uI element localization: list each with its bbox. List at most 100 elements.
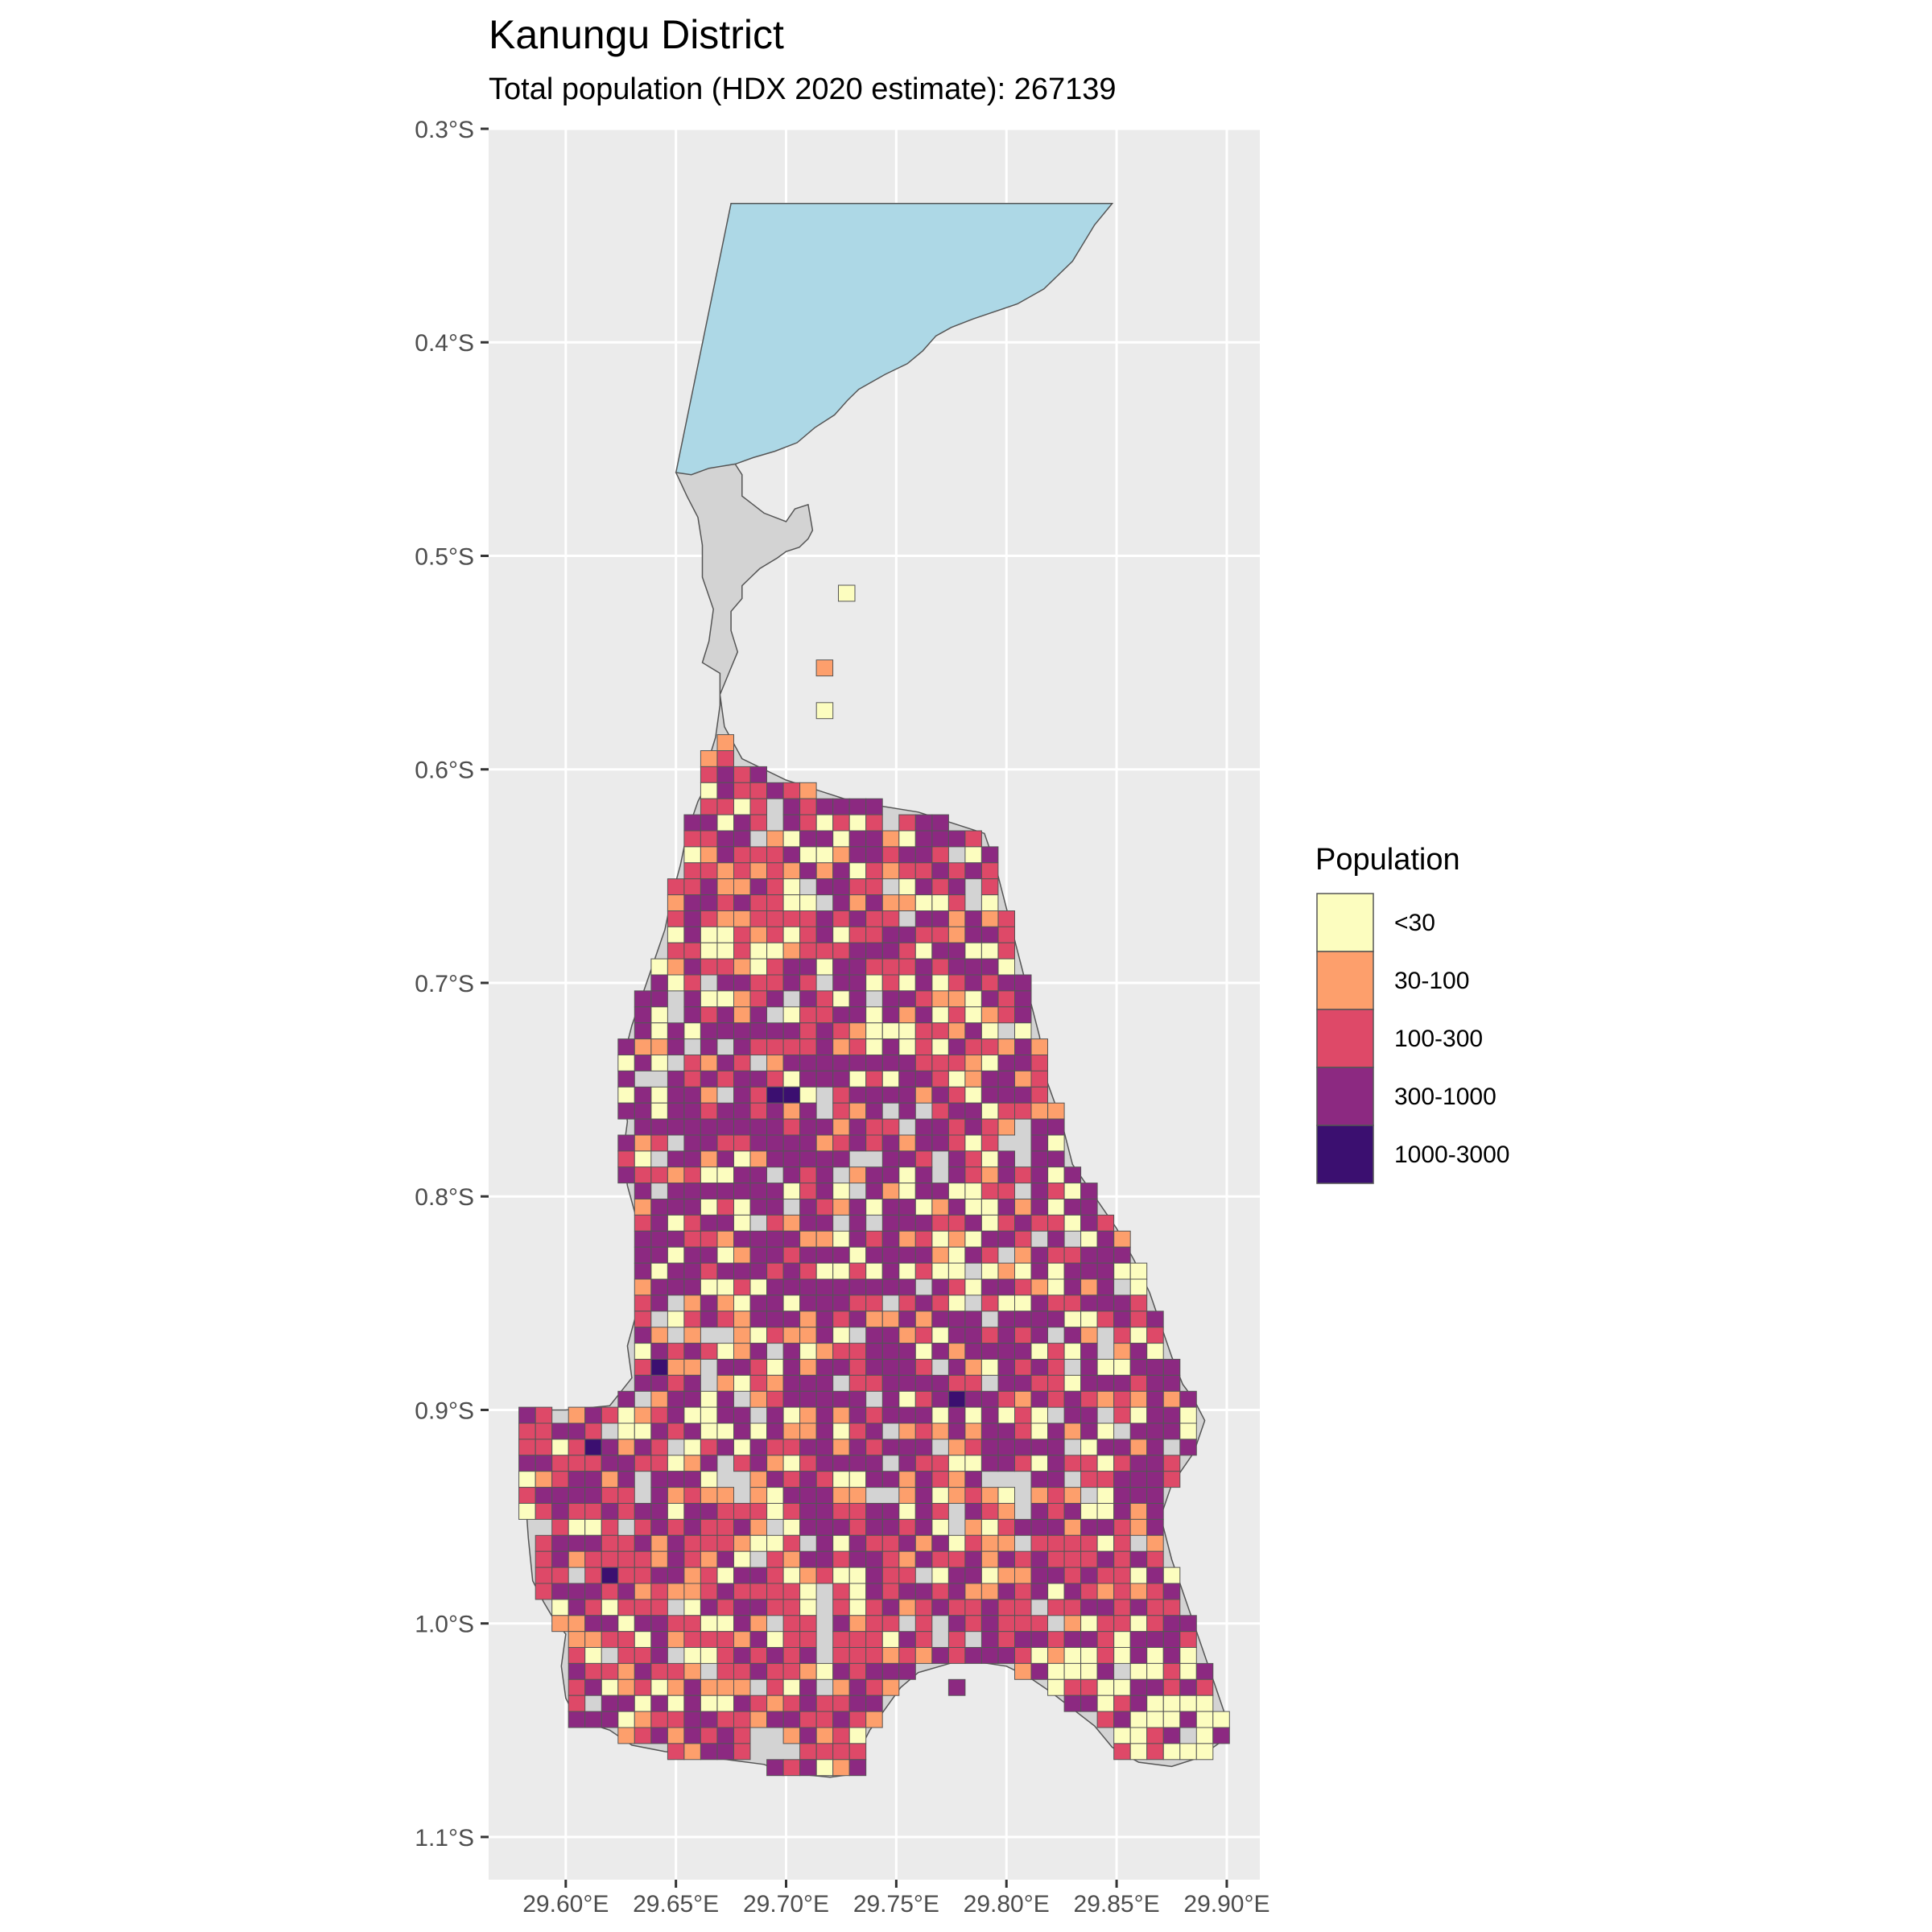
population-cell xyxy=(700,1583,718,1600)
population-cell xyxy=(733,1134,751,1152)
population-cell xyxy=(931,1230,949,1248)
population-cell xyxy=(716,1631,734,1649)
population-cell xyxy=(700,1214,718,1232)
population-cell xyxy=(881,1662,900,1680)
population-cell xyxy=(782,1455,801,1472)
population-cell xyxy=(848,1647,867,1664)
population-cell xyxy=(634,1631,652,1649)
population-cell xyxy=(683,1230,701,1248)
population-cell xyxy=(1030,1246,1048,1264)
population-cell xyxy=(716,830,734,848)
population-cell xyxy=(716,942,734,960)
population-cell xyxy=(1047,1455,1065,1472)
population-cell xyxy=(815,1422,834,1440)
population-cell xyxy=(931,1294,949,1312)
population-cell xyxy=(898,1662,916,1680)
population-cell xyxy=(1146,1327,1164,1344)
population-cell xyxy=(683,1518,701,1536)
population-cell xyxy=(997,910,1015,927)
population-cell xyxy=(1047,1503,1065,1520)
population-cell xyxy=(980,1102,999,1120)
population-cell xyxy=(799,1695,817,1712)
population-cell xyxy=(700,910,718,927)
population-cell xyxy=(848,1343,867,1360)
population-cell xyxy=(881,1086,900,1104)
population-cell xyxy=(997,1166,1015,1184)
population-cell xyxy=(815,1294,834,1312)
population-cell xyxy=(799,942,817,960)
map-title: Kanungu District xyxy=(489,12,784,57)
population-cell xyxy=(716,1262,734,1280)
population-cell xyxy=(799,1455,817,1472)
population-cell xyxy=(749,1294,767,1312)
population-cell xyxy=(683,862,701,880)
population-cell xyxy=(1080,1615,1098,1633)
population-cell xyxy=(1080,1374,1098,1392)
population-cell xyxy=(931,1311,949,1328)
population-cell xyxy=(782,878,801,896)
population-cell xyxy=(568,1695,586,1712)
population-cell xyxy=(749,1070,767,1088)
population-cell xyxy=(799,1199,817,1216)
population-cell xyxy=(650,1455,668,1472)
population-cell xyxy=(964,1471,982,1488)
population-cell xyxy=(667,1359,685,1376)
population-cell xyxy=(1080,1214,1098,1232)
population-cell xyxy=(617,1134,635,1152)
population-cell xyxy=(964,958,982,976)
population-cell xyxy=(848,798,867,815)
population-cell xyxy=(947,1583,966,1600)
population-cell xyxy=(749,1230,767,1248)
population-cell xyxy=(865,862,883,880)
population-cell xyxy=(931,942,949,960)
population-cell xyxy=(947,1455,966,1472)
population-cell xyxy=(832,1678,850,1696)
population-cell xyxy=(782,1599,801,1616)
population-cell xyxy=(980,1550,999,1568)
population-cell xyxy=(584,1550,602,1568)
population-cell xyxy=(848,1406,867,1424)
population-cell xyxy=(749,1278,767,1296)
population-cell xyxy=(865,1294,883,1312)
population-cell xyxy=(667,1455,685,1472)
population-cell xyxy=(832,1327,850,1344)
population-cell xyxy=(898,1294,916,1312)
population-cell xyxy=(815,942,834,960)
population-cell xyxy=(1195,1727,1214,1744)
population-cell xyxy=(733,1567,751,1584)
population-cell xyxy=(667,958,685,976)
population-cell xyxy=(683,830,701,848)
population-cell xyxy=(881,1374,900,1392)
population-cell xyxy=(947,1550,966,1568)
population-cell xyxy=(683,1583,701,1600)
population-cell xyxy=(617,1390,635,1408)
population-cell xyxy=(1146,1647,1164,1664)
population-cell xyxy=(1146,1550,1164,1568)
population-cell xyxy=(766,1439,784,1456)
population-cell xyxy=(832,1455,850,1472)
population-cell xyxy=(1162,1615,1181,1633)
population-cell xyxy=(584,1615,602,1633)
population-cell xyxy=(1030,1647,1048,1664)
legend-label: <30 xyxy=(1394,910,1435,936)
population-cell xyxy=(815,1070,834,1088)
population-cell xyxy=(799,1230,817,1248)
population-cell xyxy=(848,1422,867,1440)
population-cell xyxy=(898,1471,916,1488)
population-cell xyxy=(848,1390,867,1408)
population-cell xyxy=(683,990,701,1008)
population-cell xyxy=(964,1070,982,1088)
population-cell xyxy=(898,1150,916,1168)
population-cell xyxy=(997,926,1015,943)
population-cell xyxy=(832,798,850,815)
population-cell xyxy=(980,1406,999,1424)
population-cell xyxy=(617,1695,635,1712)
population-cell xyxy=(1014,1406,1032,1424)
population-cell xyxy=(881,1647,900,1664)
population-cell xyxy=(914,1518,933,1536)
population-cell xyxy=(931,1327,949,1344)
population-cell xyxy=(1129,1711,1148,1728)
population-cell xyxy=(914,1631,933,1649)
population-cell xyxy=(1030,1118,1048,1136)
population-cell xyxy=(881,1390,900,1408)
